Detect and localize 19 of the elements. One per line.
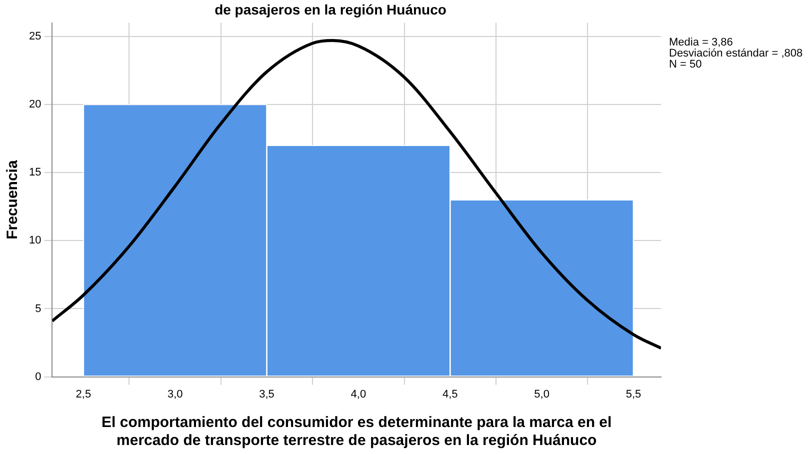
x-tick-label: 2,5: [76, 388, 92, 400]
y-tick-label: 20: [28, 98, 42, 111]
y-tick-label: 25: [28, 30, 42, 42]
y-tick-label: 15: [28, 166, 42, 179]
y-tick-label: 0: [35, 370, 42, 383]
text: Desviación estándar = ,808: [669, 47, 803, 60]
text: N = 50: [669, 58, 702, 70]
chart-title: de pasajeros en la región Huánuco: [214, 1, 446, 18]
y-axis-title: Frecuencia: [4, 160, 22, 240]
x-axis-title: El comportamiento del consumidor es determinante para la marca en el mercado de transporte terrestre de pasajeros en la región Huánuco: [102, 414, 612, 450]
y-tick-label: 10: [28, 234, 42, 247]
x-tick-label: 3,5: [259, 388, 274, 400]
x-tick-label: 4,5: [442, 388, 458, 400]
x-tick-label: 5,0: [534, 388, 550, 400]
text: Media = 3,86: [669, 36, 733, 48]
x-tick-label: 4,0: [350, 388, 366, 400]
y-tick-label: 5: [35, 302, 42, 315]
x-tick-label: 5,5: [626, 388, 642, 400]
x-tick-label: 3,0: [167, 388, 183, 400]
